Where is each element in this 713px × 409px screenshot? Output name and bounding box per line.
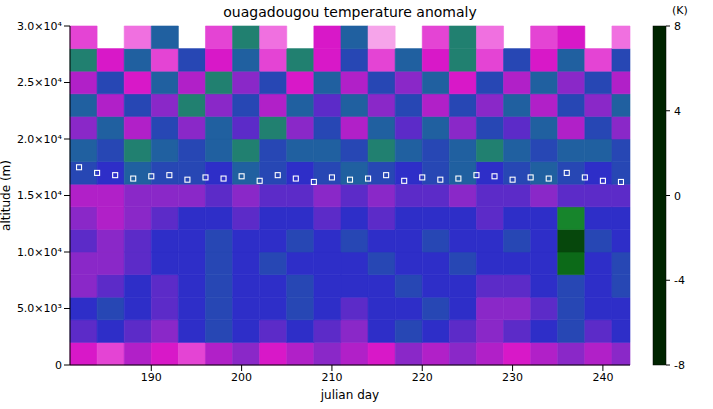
svg-text:altitude (m): altitude (m): [0, 160, 13, 231]
svg-text:5.0×10³: 5.0×10³: [17, 302, 62, 315]
svg-text:200: 200: [231, 371, 252, 384]
svg-text:-8: -8: [674, 359, 685, 372]
svg-text:julian day: julian day: [320, 388, 379, 402]
svg-text:1.5×10⁴: 1.5×10⁴: [17, 189, 63, 202]
svg-text:0: 0: [674, 190, 681, 203]
svg-text:240: 240: [592, 371, 613, 384]
svg-text:4: 4: [674, 105, 681, 118]
svg-text:210: 210: [321, 371, 342, 384]
html-text:ouagadougou temperature anomal: ouagadougou temperature anomaly: [223, 4, 477, 20]
svg-text:3.0×10⁴: 3.0×10⁴: [17, 20, 63, 33]
svg-text:-4: -4: [674, 274, 685, 287]
svg-text:220: 220: [412, 371, 433, 384]
svg-text:1.0×10⁴: 1.0×10⁴: [17, 246, 63, 259]
svg-text:190: 190: [141, 371, 162, 384]
svg-text:2.5×10⁴: 2.5×10⁴: [17, 76, 63, 89]
svg-text:0: 0: [55, 359, 62, 372]
svg-text:8: 8: [674, 20, 681, 33]
svg-text:(K): (K): [672, 4, 688, 17]
svg-text:230: 230: [502, 371, 523, 384]
svg-text:2.0×10⁴: 2.0×10⁴: [17, 133, 63, 146]
